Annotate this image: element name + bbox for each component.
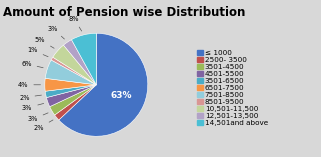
- Text: 4%: 4%: [18, 82, 40, 88]
- Text: Amount of Pension wise Distribution: Amount of Pension wise Distribution: [3, 6, 246, 19]
- Wedge shape: [59, 33, 148, 136]
- Text: 3%: 3%: [48, 26, 65, 39]
- Text: 2%: 2%: [19, 95, 41, 100]
- Text: 1%: 1%: [27, 47, 48, 57]
- Wedge shape: [50, 85, 96, 115]
- Text: 3%: 3%: [27, 113, 48, 122]
- Wedge shape: [47, 85, 96, 107]
- Wedge shape: [45, 85, 96, 98]
- Wedge shape: [51, 57, 96, 85]
- Wedge shape: [45, 60, 96, 85]
- Wedge shape: [45, 78, 96, 91]
- Wedge shape: [72, 33, 96, 85]
- Text: 6%: 6%: [21, 61, 43, 68]
- Text: 63%: 63%: [110, 91, 132, 100]
- Wedge shape: [53, 45, 96, 85]
- Text: 2%: 2%: [33, 120, 53, 131]
- Text: 5%: 5%: [35, 37, 54, 48]
- Wedge shape: [64, 40, 96, 85]
- Text: 3%: 3%: [22, 103, 44, 111]
- Text: 8%: 8%: [69, 16, 82, 31]
- Legend: ≤ 1000, 2500- 3500, 3501-4500, 4501-5500, 3501-6500, 6501-7500, 7501-8500, 8501-: ≤ 1000, 2500- 3500, 3501-4500, 4501-5500…: [196, 49, 269, 127]
- Wedge shape: [55, 85, 96, 120]
